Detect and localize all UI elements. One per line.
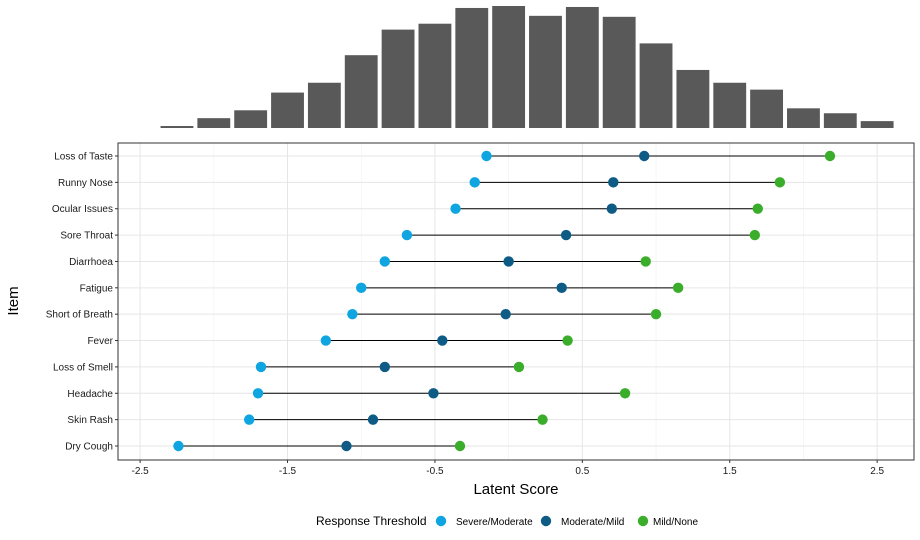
point-mild-none (640, 256, 651, 267)
histogram-bar (602, 16, 636, 129)
histogram-panel (160, 6, 894, 129)
histogram-bar (197, 118, 231, 128)
point-severe-moderate (450, 203, 461, 214)
point-mild-none (749, 229, 760, 241)
x-tick-label: -1.5 (279, 466, 297, 477)
x-axis-title: Latent Score (473, 481, 558, 498)
histogram-bar (455, 7, 489, 128)
point-severe-moderate (469, 177, 480, 188)
histogram-bar (271, 92, 304, 128)
point-mild-none (824, 150, 836, 162)
point-mild-none (454, 440, 466, 452)
legend-label-mild-none: Mild/None (653, 517, 698, 528)
x-tick-label: 1.5 (723, 466, 737, 477)
point-moderate-mild (428, 388, 439, 399)
histogram-bar (787, 108, 820, 128)
x-tick-label: -2.5 (131, 466, 149, 477)
legend-key-mild-none (637, 515, 649, 527)
point-mild-none (650, 308, 662, 320)
histogram-bar (860, 121, 894, 128)
x-axis-ticks: -2.5 -1.5 -0.5 0.5 1.5 2.5 (131, 460, 885, 477)
y-tick-label: Fever (87, 336, 113, 347)
point-severe-moderate (356, 282, 367, 294)
x-tick-label: 2.5 (870, 466, 884, 477)
histogram-bar (160, 126, 194, 128)
histogram-bar (344, 55, 378, 128)
point-severe-moderate (401, 229, 413, 241)
histogram-bar (823, 113, 857, 128)
histogram-bar (639, 43, 673, 128)
y-tick-label: Dry Cough (65, 442, 113, 453)
y-tick-label: Skin Rash (67, 415, 113, 426)
x-tick-label: -0.5 (426, 466, 444, 477)
y-tick-label: Fatigue (80, 283, 114, 294)
point-moderate-mild (341, 440, 352, 452)
y-tick-label: Diarrhoea (69, 257, 113, 268)
point-mild-none (752, 203, 763, 214)
point-severe-moderate (379, 256, 391, 267)
point-severe-moderate (255, 361, 267, 373)
point-severe-moderate (173, 440, 184, 452)
histogram-bar (676, 69, 710, 128)
x-tick-label: 0.5 (575, 466, 589, 477)
legend: Response Threshold Severe/Moderate Modera… (316, 514, 698, 528)
point-moderate-mild (608, 177, 619, 188)
legend-key-severe-moderate (435, 515, 447, 527)
point-moderate-mild (556, 282, 567, 294)
legend-label-severe-moderate: Severe/Moderate (456, 517, 533, 528)
point-mild-none (537, 414, 548, 425)
y-tick-label: Loss of Taste (54, 152, 113, 163)
histogram-bar (529, 15, 562, 129)
point-mild-none (513, 361, 525, 373)
histogram-bar (713, 82, 747, 128)
point-moderate-mild (503, 256, 514, 267)
point-mild-none (619, 388, 631, 399)
point-severe-moderate (481, 150, 492, 162)
y-tick-label: Headache (67, 389, 113, 400)
histogram-bar (307, 82, 341, 128)
plot-panel (118, 143, 914, 460)
histogram-bar (750, 89, 784, 128)
point-severe-moderate (320, 335, 332, 346)
point-moderate-mild (639, 150, 650, 162)
legend-title: Response Threshold (316, 514, 427, 528)
legend-key-moderate-mild (540, 515, 552, 527)
y-tick-label: Runny Nose (58, 178, 113, 189)
y-axis-title: Item (5, 286, 22, 315)
point-severe-moderate (347, 308, 358, 320)
histogram-bar (492, 6, 526, 128)
point-mild-none (672, 282, 684, 294)
histogram-bar (418, 23, 452, 128)
point-moderate-mild (367, 414, 379, 425)
y-tick-label: Loss of Smell (53, 362, 113, 373)
y-tick-label: Short of Breath (46, 310, 113, 321)
point-severe-moderate (252, 388, 264, 399)
point-moderate-mild (560, 229, 572, 241)
dumbbell-points (173, 150, 836, 452)
point-severe-moderate (243, 414, 255, 425)
legend-label-moderate-mild: Moderate/Mild (561, 517, 624, 528)
histogram-bar (565, 6, 599, 128)
point-moderate-mild (500, 308, 511, 320)
y-tick-label: Sore Throat (60, 231, 113, 242)
y-tick-label: Ocular Issues (52, 204, 113, 215)
histogram-bar (234, 110, 268, 128)
plot-panel-border (117, 142, 915, 461)
y-axis-ticks: Loss of Taste Runny Nose Ocular Issues Sore… (46, 152, 118, 453)
point-moderate-mild (437, 335, 448, 346)
point-mild-none (774, 177, 786, 188)
point-moderate-mild (606, 203, 618, 214)
histogram-bar (381, 29, 415, 129)
point-mild-none (562, 335, 573, 346)
point-moderate-mild (379, 361, 391, 373)
